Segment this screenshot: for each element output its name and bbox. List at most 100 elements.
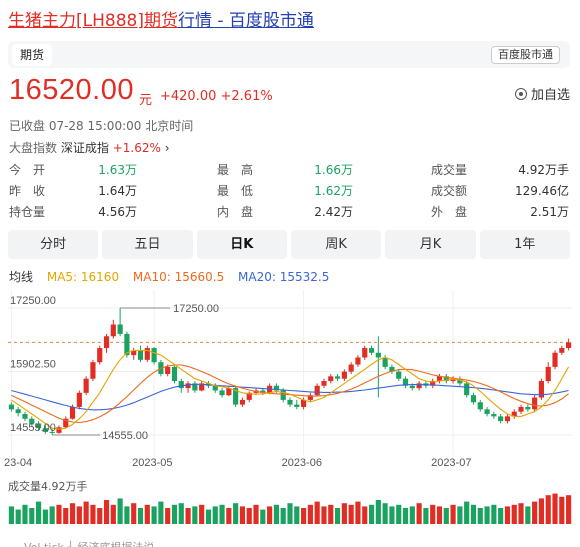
title-kind-link[interactable]: 期货 <box>143 11 178 31</box>
volume-bar <box>294 506 300 524</box>
stat-label: 内 盘 <box>217 205 254 219</box>
volume-bar <box>42 509 48 524</box>
volume-bar <box>430 504 436 524</box>
volume-bar <box>368 504 375 524</box>
period-tab[interactable]: 五日 <box>102 230 193 259</box>
volume-bar <box>559 496 565 524</box>
candle <box>484 409 490 415</box>
title-rest-link[interactable]: 行情 - 百度股市通 <box>177 11 314 31</box>
volume-bar <box>491 504 497 524</box>
volume-bar <box>545 495 551 524</box>
volume-chart[interactable] <box>0 486 580 526</box>
volume-bar <box>423 508 429 524</box>
volume-bar <box>314 501 320 524</box>
candle <box>450 378 456 382</box>
volume-bar <box>470 504 477 524</box>
kline-chart[interactable]: 17250.00 15902.50 14555.00 17250.00 14555.00… <box>0 290 580 475</box>
volume-bar <box>22 504 28 524</box>
candle <box>212 385 218 391</box>
candle <box>328 376 334 382</box>
volume-bar <box>76 506 82 524</box>
volume-bar <box>246 508 252 524</box>
candle <box>498 416 504 422</box>
ma5-label: MA5: 16160 <box>46 270 120 284</box>
candle <box>97 348 103 363</box>
volume-bar <box>110 504 116 524</box>
volume-bar <box>532 501 538 524</box>
volume-bar <box>233 503 239 524</box>
candle <box>219 390 225 396</box>
candle <box>409 385 415 389</box>
title-code-link[interactable]: [LH888] <box>76 11 144 31</box>
stats-row: 昨 收 1.64万 最 低 1.62万 成交额 129.46亿 <box>9 182 571 200</box>
candle <box>321 381 327 386</box>
volume-bar <box>498 508 504 524</box>
volume-bar <box>124 506 130 524</box>
candle <box>233 388 239 405</box>
volume-bar <box>341 503 347 524</box>
volume-bar <box>416 503 422 524</box>
stat-value: 1.66万 <box>314 163 353 177</box>
candle <box>518 406 524 412</box>
volume-bar <box>348 504 354 524</box>
volume-bar <box>525 506 531 524</box>
volume-bar <box>538 498 545 524</box>
period-tab[interactable]: 分时 <box>8 230 99 259</box>
period-tab[interactable]: 月K <box>385 230 476 259</box>
add-favorite-label: 加自选 <box>530 88 570 103</box>
period-tab[interactable]: 周K <box>290 230 382 259</box>
period-tab[interactable]: 1年 <box>479 230 570 259</box>
add-favorite-button[interactable]: 加自选 <box>514 84 570 103</box>
volume-label: 成交量4.92万手 <box>8 480 88 493</box>
ma5-line <box>11 349 570 430</box>
candle <box>532 397 538 410</box>
tab-bar: 期货 百度股市通 <box>8 41 570 68</box>
period-tab[interactable]: 日K <box>196 230 287 259</box>
volume-bar <box>199 504 205 524</box>
stat-label: 最 高 <box>217 163 254 177</box>
candle <box>464 383 470 396</box>
volume-bar <box>69 503 76 524</box>
candle <box>165 366 171 374</box>
stat-label: 昨 收 <box>9 184 46 198</box>
volume-bar <box>307 504 313 524</box>
candle <box>287 399 293 405</box>
candle <box>504 416 511 422</box>
volume-bar <box>158 501 164 524</box>
candle <box>470 395 477 403</box>
candle <box>525 406 531 410</box>
y-axis-label: 15902.50 <box>10 359 56 371</box>
volume-bar <box>83 501 89 524</box>
volume-bar <box>443 508 449 524</box>
volume-bar <box>131 503 137 524</box>
candle <box>334 376 341 379</box>
x-axis-label: 23-04 <box>4 457 32 469</box>
candle <box>22 414 28 419</box>
candle <box>443 376 449 382</box>
volume-bar <box>409 506 415 524</box>
volume-bar <box>97 508 103 524</box>
market-index[interactable]: 大盘指数 深证成指 +1.62% › <box>9 139 170 156</box>
title-name-link[interactable]: 生猪主力 <box>8 11 76 31</box>
candle <box>273 385 279 391</box>
volume-bar <box>464 501 470 524</box>
page-title[interactable]: 生猪主力[LH888]期货行情 - 百度股市通 <box>8 6 314 31</box>
candle <box>436 376 443 382</box>
source-badge[interactable]: 百度股市通 <box>491 46 560 64</box>
candle <box>280 390 286 400</box>
candle <box>8 404 14 410</box>
stat-label: 今 开 <box>9 163 46 177</box>
ma10-label: MA10: 15660.5 <box>132 270 225 284</box>
volume-bar <box>287 503 293 524</box>
max-marker-label: 17250.00 <box>173 303 219 315</box>
candle <box>538 381 545 398</box>
stat-label: 成交额 <box>431 184 468 198</box>
volume-bar <box>63 508 69 524</box>
x-axis-label: 2023-07 <box>431 457 471 469</box>
candle <box>368 348 375 353</box>
volume-bar <box>484 506 490 524</box>
candle <box>49 431 55 433</box>
candle <box>83 378 89 393</box>
market-status: 已收盘 07-28 15:00:00 北京时间 <box>9 119 194 133</box>
tab-futures[interactable]: 期货 <box>12 44 53 66</box>
